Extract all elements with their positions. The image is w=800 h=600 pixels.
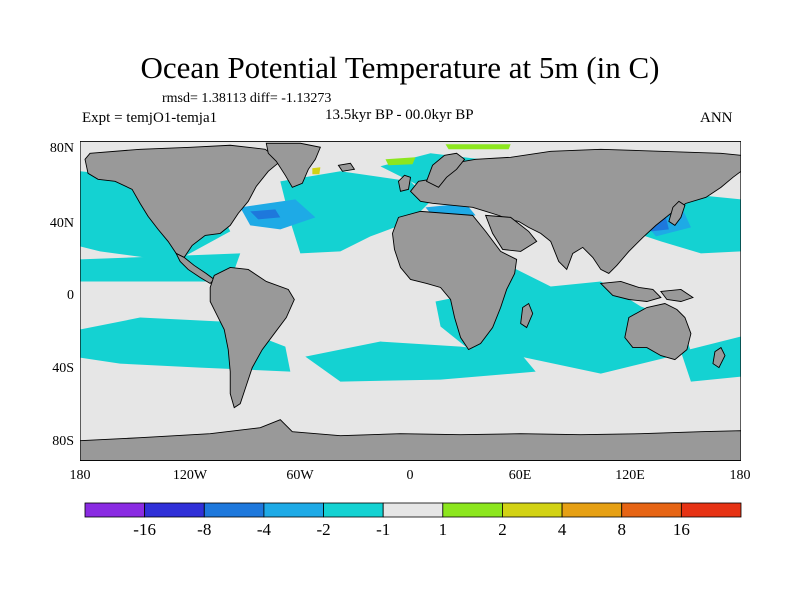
land-australia [624,303,692,361]
land-maritime-asia [599,281,662,302]
colorbar-swatch [144,502,205,518]
colorbar-swatch [203,502,265,518]
colorbar-label: 2 [498,520,507,539]
land-new-guinea [660,289,694,302]
colorbar-swatch [621,502,682,518]
land-north-america [84,144,282,259]
colorbar-swatch [680,502,742,518]
lat-label-40n: 40N [49,216,74,231]
colorbar-swatch [442,502,503,518]
colorbar-label: 1 [438,520,448,539]
colorbar-label: -1 [376,520,391,539]
southwest-pacific-cool-band [680,336,741,382]
land-great-britain [397,174,412,192]
stats-label: rmsd= 1.38113 diff= -1.13273 [162,91,332,106]
ocean-temperature-map [80,141,741,461]
colorbar-label: -4 [256,520,271,539]
colorbar-swatch [382,502,444,518]
land-japan [668,200,686,226]
colorbar-label: -2 [316,520,331,539]
lon-label-60w: 60W [286,468,314,483]
land-iceland [337,162,356,172]
arctic-warm-patch [385,157,416,166]
colorbar-label: 4 [557,520,567,539]
season-label: ANN [700,110,733,126]
land-greenland [265,142,321,188]
experiment-label: Expt = temjO1-temja1 [82,110,218,126]
colorbar-swatch [561,502,623,518]
land-new-zealand [712,346,726,369]
lon-label-180w: 180 [69,468,91,483]
colorbar-label: 16 [672,520,690,539]
colorbar-label: 8 [617,520,626,539]
lon-label-180e: 180 [729,468,751,483]
arctic-warm-patch-3 [312,167,321,175]
land-madagascar [520,302,534,329]
colorbar-label: -16 [133,520,156,539]
lat-label-0: 0 [67,288,74,303]
colorbar-swatch [323,502,384,518]
land-arabia [484,214,538,252]
gulf-stream-core [250,209,281,220]
north-atlantic-cool-field [280,171,431,254]
land-south-america [209,266,295,409]
south-atlantic-cool-band [305,341,536,382]
colorbar-swatch [502,502,563,518]
lat-label-80s: 80S [52,434,74,449]
lon-label-120w: 120W [172,468,208,483]
arctic-warm-patch-2 [445,144,511,150]
land-africa [392,210,518,351]
land-masses [80,142,741,461]
lon-label-0: 0 [406,468,414,483]
colorbar-swatches [84,502,742,518]
chart-title: Ocean Potential Temperature at 5m (in C) [140,50,660,85]
lon-label-120e: 120E [615,468,645,483]
lat-label-40s: 40S [52,361,74,376]
land-scandinavia [425,152,466,188]
colorbar-label: -8 [197,520,212,539]
period-label: 13.5kyr BP - 00.0kyr BP [325,107,474,123]
colorbar-swatch [263,502,324,518]
lon-label-60e: 60E [508,468,532,483]
land-antarctica [80,419,741,461]
colorbar-swatch [84,502,146,518]
lat-label-80n: 80N [49,141,74,156]
